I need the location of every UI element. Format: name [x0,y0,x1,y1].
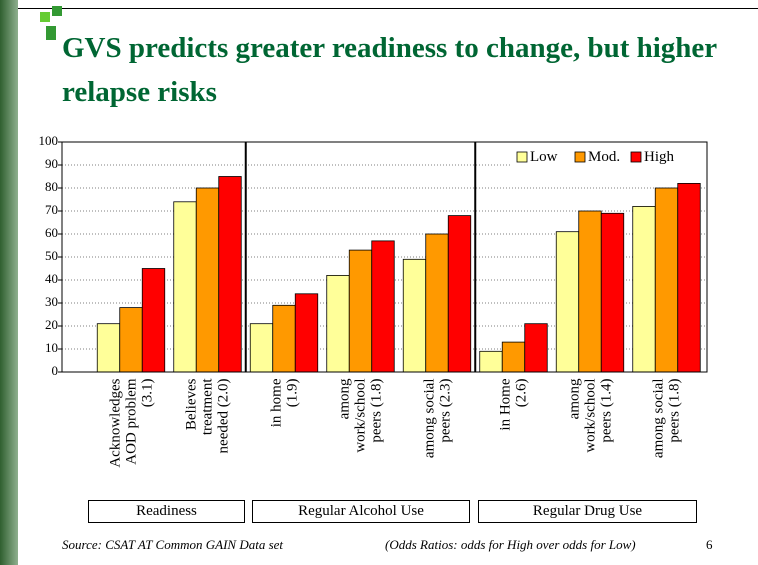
bar [96,323,121,373]
x-tick-label: Believes treatment needed (2.0) [183,378,232,453]
bar [173,201,197,373]
y-tick-label: 30 [45,294,58,309]
legend-label: High [644,149,675,165]
bar [632,205,656,373]
y-tick-label: 0 [52,363,59,378]
x-tick-label: among social peers (1.8) [650,378,683,458]
y-tick-label: 80 [45,179,58,194]
bar [501,341,526,373]
bar [195,187,220,373]
bar [425,233,449,373]
bar [348,249,373,373]
bar [119,307,143,373]
page-number: 6 [706,537,713,552]
bar [218,176,242,373]
x-tick-label: Acknowledges AOD problem (3.1) [107,378,155,468]
decor [46,26,56,40]
top-rule [18,8,758,9]
legend-swatch [574,151,586,163]
legend-label: Mod. [588,149,620,165]
bar [479,350,503,373]
title: GVS predicts greater readiness to change… [62,32,717,108]
y-tick-label: 90 [45,156,58,171]
legend-box [511,147,705,167]
bar [371,240,395,373]
decor [52,6,62,16]
bar [677,182,701,373]
note: (Odds Ratios: odds for High over odds fo… [385,537,636,552]
y-tick-label: 10 [45,340,58,355]
bar [402,258,427,373]
bar [578,210,602,373]
sidebar [0,0,18,565]
bar [272,304,296,373]
legend-swatch [630,151,642,163]
y-tick-label: 20 [45,317,58,332]
group-label: Regular Drug Use [478,500,697,523]
y-tick-label: 40 [45,271,58,286]
x-tick-label: among work/school peers (1.4) [566,378,614,453]
bar [524,323,548,373]
bar [326,274,350,373]
plot-border [61,141,708,373]
y-tick-label: 50 [45,248,58,263]
y-tick-label: 70 [45,202,58,217]
x-tick-label: in Home (2.6) [497,378,530,431]
group-label: Readiness [88,500,245,523]
decor [40,12,50,22]
legend-swatch [516,151,528,163]
group-label: Regular Alcohol Use [252,500,470,523]
y-tick-label: 100 [39,133,59,148]
source: Source: CSAT AT Common GAIN Data set [62,537,284,552]
bar [141,268,166,373]
bar [555,231,580,373]
bar [654,187,679,373]
bar [600,212,625,373]
bar [249,323,274,373]
y-tick-label: 60 [45,225,58,240]
legend-label: Low [530,149,558,165]
bar [294,293,319,373]
bar [447,215,472,373]
x-tick-label: in home (1.9) [268,378,300,427]
x-tick-label: among work/school peers (1.8) [336,378,385,453]
x-tick-label: among social peers (2.3) [421,378,453,458]
